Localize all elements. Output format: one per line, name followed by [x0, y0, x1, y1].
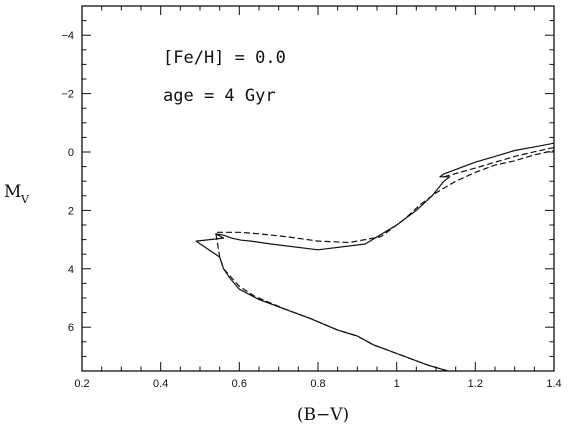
x-tick-label: 0.4 [153, 378, 168, 390]
y-tick-labels: −4 −2 0 2 4 6 [61, 30, 74, 334]
y-tick-label: 0 [68, 147, 74, 159]
plot-frame [81, 5, 555, 372]
isochrone-solid-line [195, 142, 554, 371]
x-tick-label: 1.4 [546, 378, 561, 390]
x-tick-label: 0.2 [74, 378, 89, 390]
y-tick-label: 4 [68, 264, 74, 276]
isochrone-dashed-line-2 [443, 147, 554, 178]
isochrone-dashed-line-1 [215, 149, 554, 371]
annotation-metallicity: [Fe/H] = 0.0 [163, 48, 286, 68]
y-axis-label-subscript: V [20, 193, 30, 206]
y-axis-label: M V [4, 182, 30, 206]
x-tick-labels: 0.2 0.4 0.6 0.8 1 1.2 1.4 [74, 378, 561, 390]
x-axis-label: (B−V) [297, 405, 349, 425]
x-tick-label: 0.6 [232, 378, 247, 390]
y-tick-label: −4 [61, 30, 74, 42]
x-tick-label: 0.8 [310, 378, 325, 390]
y-axis-label-main: M [4, 182, 21, 202]
y-tick-label: −2 [61, 89, 74, 101]
annotation-age: age = 4 Gyr [163, 86, 276, 106]
x-tick-label: 1 [394, 378, 400, 390]
isochrone-curves [195, 142, 554, 371]
x-tick-label: 1.2 [468, 378, 483, 390]
axis-ticks [81, 5, 555, 372]
y-tick-label: 6 [68, 322, 74, 334]
y-tick-label: 2 [68, 205, 74, 217]
